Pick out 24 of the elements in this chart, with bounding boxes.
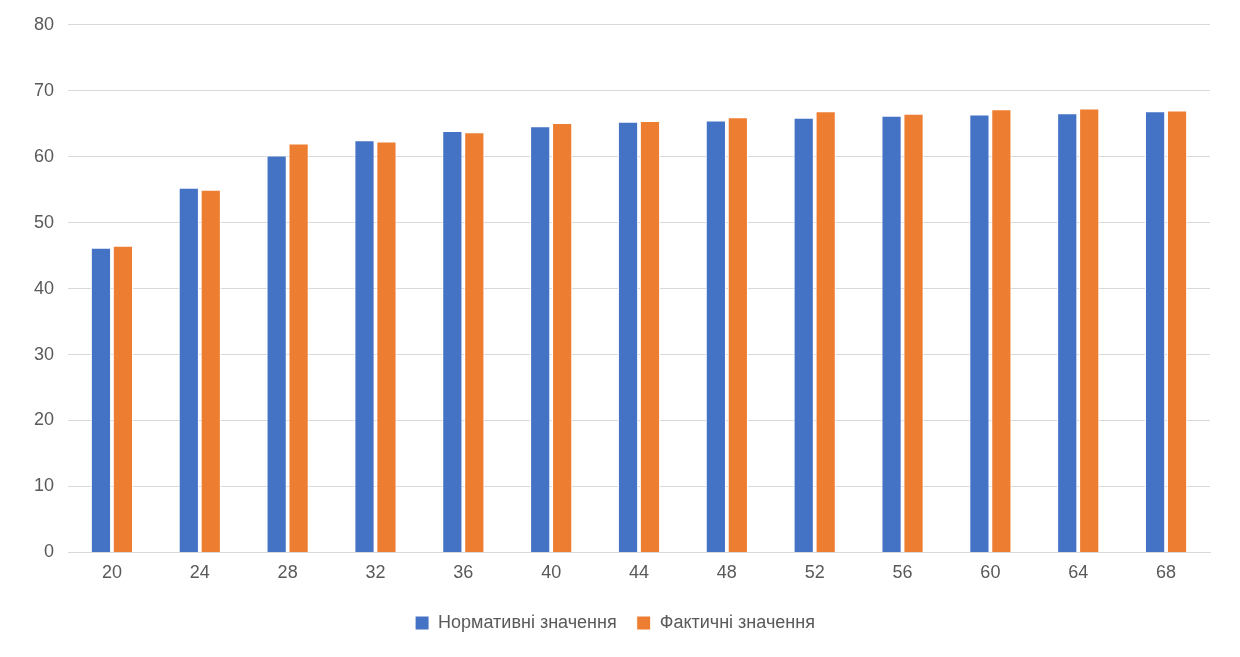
x-tick-label: 44: [629, 562, 650, 583]
y-tick-label: 30: [33, 343, 55, 364]
x-tick-label: 60: [980, 562, 1001, 583]
x-tick-label: 28: [277, 562, 298, 583]
x-tick-label: 48: [716, 562, 737, 583]
x-tick-label: 68: [1156, 562, 1177, 583]
x-tick-label: 64: [1068, 562, 1089, 583]
legend-label: Фактичні значення: [659, 611, 815, 632]
y-tick-label: 70: [33, 79, 55, 100]
legend-label: Нормативні значення: [438, 611, 617, 632]
x-tick-label: 32: [365, 562, 386, 583]
y-tick-label: 10: [33, 475, 55, 496]
y-tick-label: 60: [33, 145, 55, 166]
x-tick-label: 36: [453, 562, 474, 583]
x-tick-label: 20: [101, 562, 122, 583]
y-tick-label: 50: [33, 211, 55, 232]
x-tick-label: 40: [541, 562, 562, 583]
y-tick-label: 80: [33, 13, 55, 34]
x-tick-label: 52: [804, 562, 825, 583]
y-tick-label: 20: [33, 409, 55, 430]
y-tick-label: 40: [33, 277, 55, 298]
x-tick-label: 24: [189, 562, 210, 583]
y-tick-label: 0: [44, 541, 55, 562]
x-tick-label: 56: [892, 562, 913, 583]
